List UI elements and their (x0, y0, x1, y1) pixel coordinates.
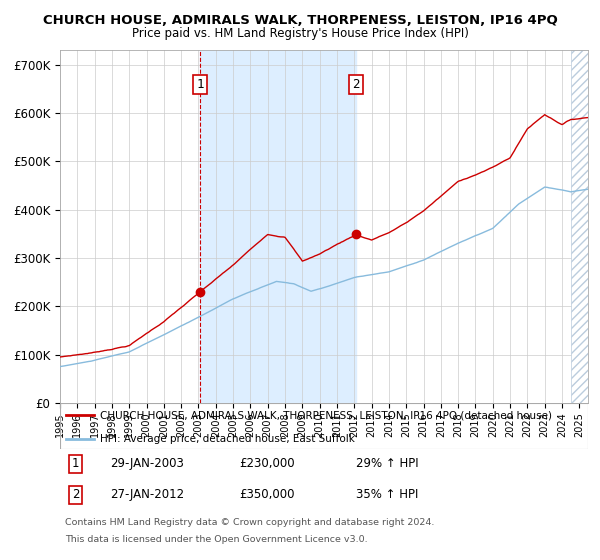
Text: 29-JAN-2003: 29-JAN-2003 (110, 458, 184, 470)
Text: £230,000: £230,000 (239, 458, 295, 470)
Text: HPI: Average price, detached house, East Suffolk: HPI: Average price, detached house, East… (100, 434, 355, 444)
Text: 1: 1 (196, 78, 203, 91)
Text: 35% ↑ HPI: 35% ↑ HPI (356, 488, 418, 501)
Text: 29% ↑ HPI: 29% ↑ HPI (356, 458, 418, 470)
Text: 27-JAN-2012: 27-JAN-2012 (110, 488, 184, 501)
Text: £350,000: £350,000 (239, 488, 295, 501)
Text: CHURCH HOUSE, ADMIRALS WALK, THORPENESS, LEISTON, IP16 4PQ: CHURCH HOUSE, ADMIRALS WALK, THORPENESS,… (43, 14, 557, 27)
Text: CHURCH HOUSE, ADMIRALS WALK, THORPENESS, LEISTON, IP16 4PQ (detached house): CHURCH HOUSE, ADMIRALS WALK, THORPENESS,… (100, 410, 551, 421)
Text: Contains HM Land Registry data © Crown copyright and database right 2024.: Contains HM Land Registry data © Crown c… (65, 518, 434, 527)
Text: This data is licensed under the Open Government Licence v3.0.: This data is licensed under the Open Gov… (65, 535, 368, 544)
Text: 2: 2 (72, 488, 80, 501)
Bar (200, 50, 356, 403)
Text: Price paid vs. HM Land Registry's House Price Index (HPI): Price paid vs. HM Land Registry's House … (131, 27, 469, 40)
Bar (571, 50, 588, 403)
Text: 2: 2 (352, 78, 359, 91)
Text: 1: 1 (72, 458, 80, 470)
